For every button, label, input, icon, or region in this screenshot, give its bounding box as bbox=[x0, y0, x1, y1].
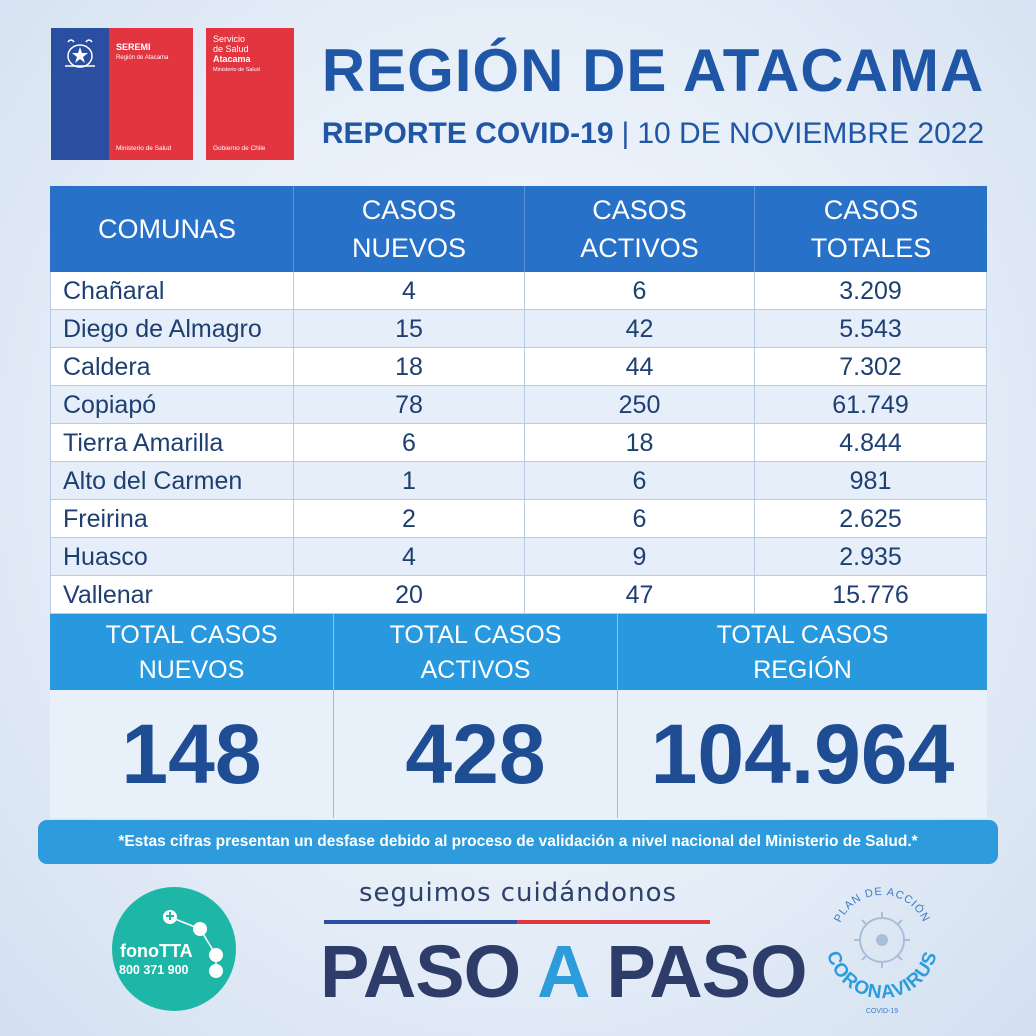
fonotta-icons bbox=[163, 910, 223, 978]
totals-panel: TOTAL CASOS NUEVOS 148 TOTAL CASOS ACTIVOS… bbox=[50, 614, 987, 818]
flag-stripe bbox=[324, 920, 710, 924]
servicio-salud-logo: Servicio de Salud Atacama Ministerio de … bbox=[206, 28, 294, 160]
fonotta-badge: fonoTTA 800 371 900 bbox=[112, 887, 236, 1011]
subtitle-separator: | bbox=[621, 117, 630, 150]
salud-gobierno: Gobierno de Chile bbox=[213, 145, 266, 152]
salud-line3: Atacama bbox=[213, 54, 251, 64]
tagline: seguimos cuidándonos bbox=[358, 878, 678, 908]
casos-nuevos-cell: 4 bbox=[294, 538, 525, 575]
casos-nuevos-cell: 6 bbox=[294, 424, 525, 461]
total-activos: TOTAL CASOS ACTIVOS 428 bbox=[334, 614, 618, 818]
seremi-logo-red-band: SEREMI Región de Atacama Ministerio de S… bbox=[109, 28, 193, 160]
total-region-value: 104.964 bbox=[618, 690, 987, 818]
header-casos-nuevos: CASOS NUEVOS bbox=[294, 186, 525, 272]
casos-nuevos-cell: 1 bbox=[294, 462, 525, 499]
paso-a-paso-logo: PASO A PASO bbox=[320, 922, 808, 1022]
casos-activos-cell: 44 bbox=[525, 348, 755, 385]
coat-of-arms-icon bbox=[65, 39, 95, 68]
table-row: Chañaral 4 6 3.209 bbox=[50, 272, 987, 310]
comuna-cell: Tierra Amarilla bbox=[50, 424, 294, 461]
paso-word-2: PASO bbox=[606, 930, 807, 1013]
table-row: Diego de Almagro 15 42 5.543 bbox=[50, 310, 987, 348]
casos-totales-cell: 15.776 bbox=[755, 576, 987, 613]
total-activos-value: 428 bbox=[334, 690, 617, 818]
casos-totales-cell: 7.302 bbox=[755, 348, 987, 385]
table-header: COMUNAS CASOS NUEVOS CASOS ACTIVOS CASOS… bbox=[50, 186, 987, 272]
casos-activos-cell: 6 bbox=[525, 272, 755, 309]
casos-totales-cell: 2.935 bbox=[755, 538, 987, 575]
plan-bottom-text: COVID-19 bbox=[866, 1008, 898, 1015]
comuna-cell: Chañaral bbox=[50, 272, 294, 309]
table-row: Caldera 18 44 7.302 bbox=[50, 348, 987, 386]
comuna-cell: Caldera bbox=[50, 348, 294, 385]
page-title: REGIÓN DE ATACAMA bbox=[321, 37, 985, 104]
cases-table: COMUNAS CASOS NUEVOS CASOS ACTIVOS CASOS… bbox=[50, 186, 987, 614]
paso-word-a: A bbox=[537, 930, 588, 1013]
coronavirus-plan-logo: PLAN DE ACCIÓN CORONAVIRUS COVID-19 bbox=[822, 886, 942, 1015]
fonotta-number: 800 371 900 bbox=[119, 963, 189, 977]
comuna-cell: Diego de Almagro bbox=[50, 310, 294, 347]
report-label: REPORTE COVID-19 bbox=[321, 117, 614, 150]
total-nuevos-value: 148 bbox=[50, 690, 333, 818]
table-row: Huasco 4 9 2.935 bbox=[50, 538, 987, 576]
table-row: Copiapó 78 250 61.749 bbox=[50, 386, 987, 424]
total-region-label: TOTAL CASOS REGIÓN bbox=[618, 614, 987, 690]
casos-nuevos-cell: 20 bbox=[294, 576, 525, 613]
comuna-cell: Alto del Carmen bbox=[50, 462, 294, 499]
salud-line1: Servicio bbox=[213, 34, 246, 44]
report-date: 10 DE NOVIEMBRE 2022 bbox=[637, 117, 985, 150]
casos-activos-cell: 6 bbox=[525, 462, 755, 499]
casos-activos-cell: 6 bbox=[525, 500, 755, 537]
table-row: Tierra Amarilla 6 18 4.844 bbox=[50, 424, 987, 462]
casos-activos-cell: 42 bbox=[525, 310, 755, 347]
table-body: Chañaral 4 6 3.209 Diego de Almagro 15 42 5.543… bbox=[50, 272, 987, 614]
comuna-cell: Freirina bbox=[50, 500, 294, 537]
table-row: Vallenar 20 47 15.776 bbox=[50, 576, 987, 614]
total-nuevos-label: TOTAL CASOS NUEVOS bbox=[50, 614, 333, 690]
header-casos-totales: CASOS TOTALES bbox=[810, 195, 932, 263]
casos-nuevos-cell: 18 bbox=[294, 348, 525, 385]
seremi-logo-blue-band bbox=[51, 28, 109, 160]
salud-ministry-small: Ministerio de Salud bbox=[213, 67, 260, 73]
casos-nuevos-cell: 2 bbox=[294, 500, 525, 537]
disclaimer-note: *Estas cifras presentan un desfase debid… bbox=[38, 820, 998, 864]
fonotta-name: fonoTTA bbox=[120, 941, 193, 961]
casos-nuevos-cell: 15 bbox=[294, 310, 525, 347]
total-activos-label: TOTAL CASOS ACTIVOS bbox=[334, 614, 617, 690]
casos-totales-cell: 3.209 bbox=[755, 272, 987, 309]
casos-totales-cell: 2.625 bbox=[755, 500, 987, 537]
casos-activos-cell: 250 bbox=[525, 386, 755, 423]
header-casos-activos: CASOS ACTIVOS bbox=[525, 186, 755, 272]
casos-totales-cell: 61.749 bbox=[755, 386, 987, 423]
salud-line2: de Salud bbox=[213, 44, 249, 54]
plan-main-text: CORONAVIRUS bbox=[822, 948, 942, 1003]
seremi-ministry: Ministerio de Salud bbox=[116, 145, 172, 152]
casos-nuevos-cell: 78 bbox=[294, 386, 525, 423]
table-row: Alto del Carmen 1 6 981 bbox=[50, 462, 987, 500]
casos-activos-cell: 9 bbox=[525, 538, 755, 575]
comuna-cell: Copiapó bbox=[50, 386, 294, 423]
comuna-cell: Huasco bbox=[50, 538, 294, 575]
seremi-logo: SEREMI Región de Atacama Ministerio de S… bbox=[51, 28, 193, 160]
seremi-subtitle: Región de Atacama bbox=[116, 55, 169, 61]
paso-word-1: PASO bbox=[320, 930, 521, 1013]
total-region: TOTAL CASOS REGIÓN 104.964 bbox=[618, 614, 987, 818]
total-nuevos: TOTAL CASOS NUEVOS 148 bbox=[50, 614, 334, 818]
casos-totales-cell: 5.543 bbox=[755, 310, 987, 347]
header-comunas: COMUNAS bbox=[50, 186, 294, 272]
casos-nuevos-cell: 4 bbox=[294, 272, 525, 309]
seremi-title: SEREMI bbox=[116, 42, 151, 52]
table-row: Freirina 2 6 2.625 bbox=[50, 500, 987, 538]
comuna-cell: Vallenar bbox=[50, 576, 294, 613]
report-subtitle: REPORTE COVID-19 | 10 DE NOVIEMBRE 2022 bbox=[318, 114, 988, 154]
casos-totales-cell: 4.844 bbox=[755, 424, 987, 461]
casos-totales-cell: 981 bbox=[755, 462, 987, 499]
casos-activos-cell: 47 bbox=[525, 576, 755, 613]
casos-activos-cell: 18 bbox=[525, 424, 755, 461]
